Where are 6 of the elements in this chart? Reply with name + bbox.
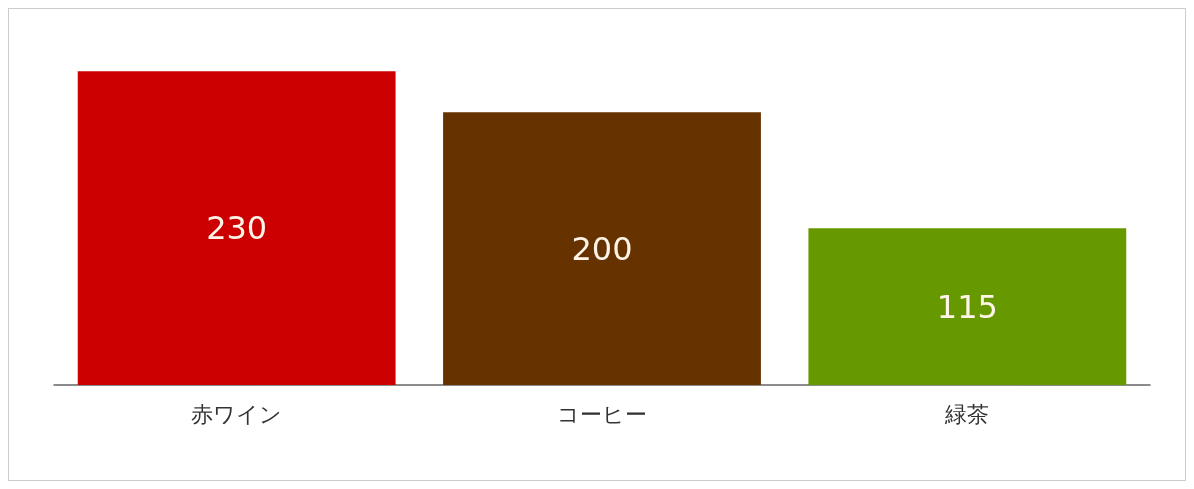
- x-tick-label: 緑茶: [944, 401, 990, 427]
- data-label: 200: [571, 229, 633, 268]
- data-label: 230: [206, 209, 268, 248]
- data-label: 115: [936, 287, 998, 326]
- x-tick-label: 赤ワイン: [191, 401, 283, 427]
- x-tick-label: コーヒー: [557, 401, 647, 427]
